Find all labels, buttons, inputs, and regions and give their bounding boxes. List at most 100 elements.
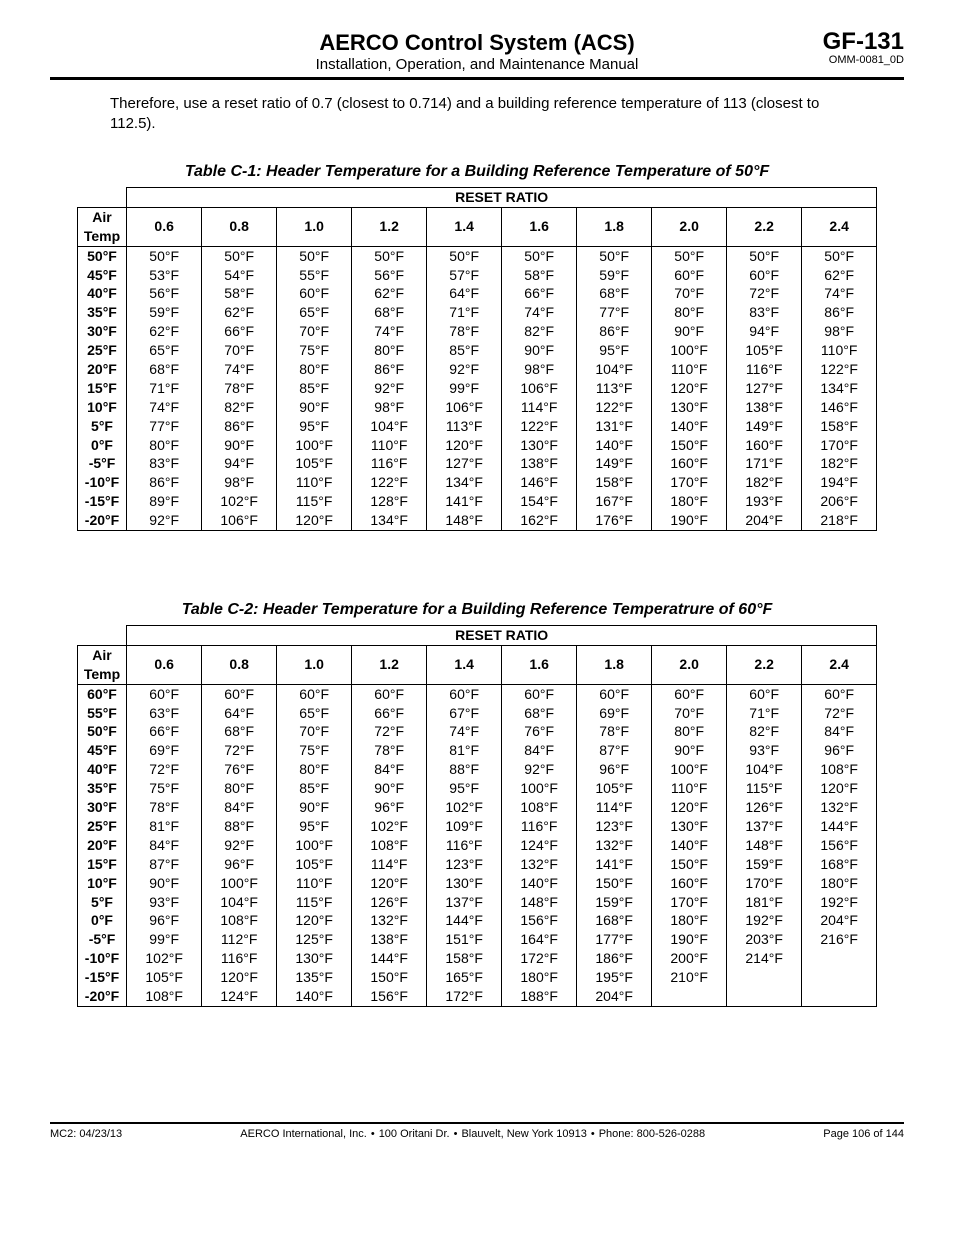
tables-host: Table C-1: Header Temperature for a Buil… xyxy=(50,163,904,1007)
data-cell: 60°F xyxy=(727,684,802,703)
data-cell: 120°F xyxy=(802,779,877,798)
row-label: -5°F xyxy=(77,454,126,473)
data-cell: 122°F xyxy=(577,398,652,417)
data-cell: 137°F xyxy=(727,817,802,836)
data-cell: 69°F xyxy=(577,704,652,723)
data-cell: 53°F xyxy=(127,266,202,285)
data-cell: 105°F xyxy=(127,968,202,987)
data-cell: 81°F xyxy=(127,817,202,836)
data-cell: 98°F xyxy=(202,473,277,492)
data-cell: 60°F xyxy=(652,266,727,285)
data-cell: 80°F xyxy=(652,303,727,322)
data-cell: 110°F xyxy=(652,360,727,379)
data-cell: 104°F xyxy=(202,893,277,912)
footer-right: Page 106 of 144 xyxy=(823,1128,904,1140)
row-label: 0°F xyxy=(77,436,126,455)
air-temp-header: AirTemp xyxy=(77,645,126,684)
data-cell: 180°F xyxy=(652,911,727,930)
data-cell: 124°F xyxy=(502,836,577,855)
data-cell: 50°F xyxy=(502,246,577,265)
data-cell: 95°F xyxy=(427,779,502,798)
data-cell: 108°F xyxy=(352,836,427,855)
data-cell: 78°F xyxy=(427,322,502,341)
data-cell: 89°F xyxy=(127,492,202,511)
data-cell: 120°F xyxy=(652,798,727,817)
ratio-column-header: 2.4 xyxy=(802,645,877,684)
data-cell: 71°F xyxy=(127,379,202,398)
doc-subtitle: Installation, Operation, and Maintenance… xyxy=(50,56,904,73)
data-cell: 78°F xyxy=(577,722,652,741)
data-cell: 56°F xyxy=(127,284,202,303)
data-cell: 100°F xyxy=(652,341,727,360)
data-cell: 90°F xyxy=(652,322,727,341)
row-label: 15°F xyxy=(77,379,126,398)
ratio-column-header: 2.2 xyxy=(727,645,802,684)
data-cell: 200°F xyxy=(652,949,727,968)
data-cell: 114°F xyxy=(502,398,577,417)
data-cell: 50°F xyxy=(727,246,802,265)
row-label: 5°F xyxy=(77,893,126,912)
data-cell xyxy=(802,949,877,968)
data-cell: 150°F xyxy=(652,436,727,455)
data-cell: 182°F xyxy=(802,454,877,473)
data-cell: 132°F xyxy=(802,798,877,817)
doc-code: GF-131 xyxy=(823,30,904,54)
data-cell: 115°F xyxy=(727,779,802,798)
data-cell: 127°F xyxy=(427,454,502,473)
data-cell: 76°F xyxy=(202,760,277,779)
data-cell: 156°F xyxy=(802,836,877,855)
air-temp-header: AirTemp xyxy=(77,207,126,246)
footer-left: MC2: 04/23/13 xyxy=(50,1128,122,1140)
data-cell: 92°F xyxy=(352,379,427,398)
data-cell: 138°F xyxy=(727,398,802,417)
data-cell: 72°F xyxy=(727,284,802,303)
data-cell: 75°F xyxy=(277,341,352,360)
data-cell: 216°F xyxy=(802,930,877,949)
data-cell: 65°F xyxy=(127,341,202,360)
ratio-column-header: 0.8 xyxy=(202,645,277,684)
ratio-column-header: 1.4 xyxy=(427,645,502,684)
data-cell: 93°F xyxy=(127,893,202,912)
page-header: AERCO Control System (ACS) Installation,… xyxy=(50,30,904,80)
data-cell: 124°F xyxy=(202,987,277,1006)
data-cell: 50°F xyxy=(802,246,877,265)
data-cell: 105°F xyxy=(277,454,352,473)
data-cell: 105°F xyxy=(727,341,802,360)
data-cell: 120°F xyxy=(277,511,352,530)
ratio-column-header: 2.4 xyxy=(802,207,877,246)
data-cell: 70°F xyxy=(277,722,352,741)
data-cell: 82°F xyxy=(202,398,277,417)
data-cell: 94°F xyxy=(202,454,277,473)
data-cell: 66°F xyxy=(352,704,427,723)
data-cell: 70°F xyxy=(652,704,727,723)
data-cell: 104°F xyxy=(727,760,802,779)
data-cell: 105°F xyxy=(577,779,652,798)
data-cell: 95°F xyxy=(277,417,352,436)
data-cell: 168°F xyxy=(577,911,652,930)
row-label: 50°F xyxy=(77,722,126,741)
data-cell: 62°F xyxy=(352,284,427,303)
doc-title: AERCO Control System (ACS) xyxy=(50,30,904,56)
data-cell: 156°F xyxy=(502,911,577,930)
data-cell: 149°F xyxy=(727,417,802,436)
data-cell: 180°F xyxy=(652,492,727,511)
row-label: 0°F xyxy=(77,911,126,930)
data-cell: 194°F xyxy=(802,473,877,492)
row-label: -5°F xyxy=(77,930,126,949)
data-cell: 122°F xyxy=(802,360,877,379)
data-cell: 60°F xyxy=(202,684,277,703)
data-cell: 116°F xyxy=(502,817,577,836)
row-label: 50°F xyxy=(77,246,126,265)
data-cell: 63°F xyxy=(127,704,202,723)
data-cell: 85°F xyxy=(277,779,352,798)
data-cell xyxy=(802,987,877,1006)
data-cell: 72°F xyxy=(802,704,877,723)
data-cell: 116°F xyxy=(352,454,427,473)
data-cell: 180°F xyxy=(802,874,877,893)
data-cell: 130°F xyxy=(427,874,502,893)
data-cell: 58°F xyxy=(202,284,277,303)
data-cell xyxy=(727,968,802,987)
data-table: RESET RATIOAirTemp0.60.81.01.21.41.61.82… xyxy=(77,187,877,531)
data-cell: 95°F xyxy=(577,341,652,360)
data-cell: 84°F xyxy=(502,741,577,760)
